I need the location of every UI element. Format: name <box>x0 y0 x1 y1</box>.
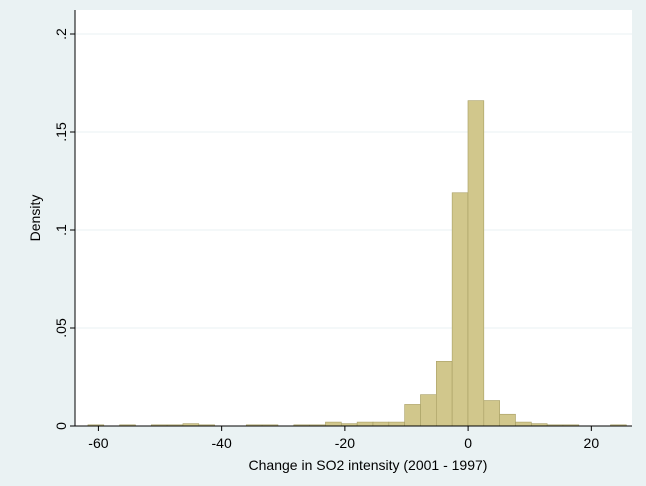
y-tick-label: .15 <box>53 122 69 142</box>
plot-area <box>75 10 632 426</box>
x-tick-label: -40 <box>212 435 232 451</box>
x-tick-label: -20 <box>335 435 355 451</box>
bar <box>388 421 405 427</box>
y-tick-label: .1 <box>53 224 69 236</box>
bar <box>436 361 453 427</box>
x-tick-label: -60 <box>88 435 108 451</box>
bar <box>483 400 500 427</box>
x-tick-label: 20 <box>584 435 600 451</box>
bar <box>325 421 342 427</box>
y-tick-label: 0 <box>53 422 69 430</box>
bar <box>420 394 437 427</box>
x-tick-label: 0 <box>464 435 472 451</box>
bar <box>467 100 485 427</box>
bar <box>356 421 374 427</box>
bar <box>372 421 390 427</box>
bar <box>404 404 421 427</box>
bar <box>451 192 469 427</box>
y-tick-label: .05 <box>53 318 69 338</box>
y-axis-label: Density <box>27 195 43 242</box>
y-tick-label: .2 <box>53 28 69 40</box>
bar <box>515 421 532 427</box>
bar <box>499 413 516 427</box>
x-axis-label: Change in SO2 intensity (2001 - 1997) <box>249 457 488 473</box>
